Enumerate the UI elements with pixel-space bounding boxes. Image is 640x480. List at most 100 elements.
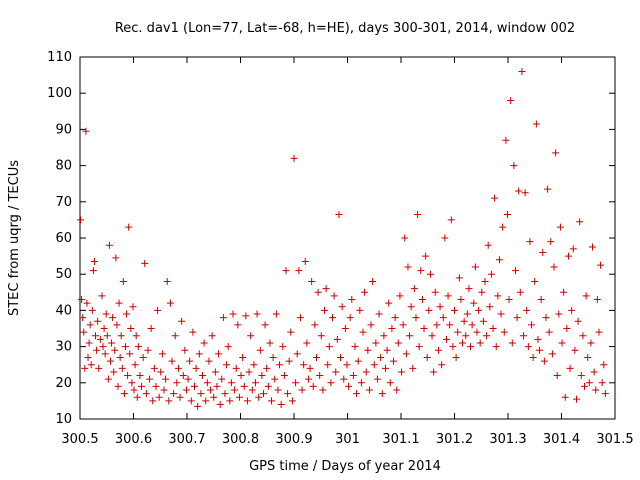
data-point — [223, 361, 231, 369]
data-point — [460, 317, 468, 325]
data-point — [577, 372, 585, 380]
data-point — [540, 357, 548, 365]
data-point — [152, 382, 160, 390]
data-point — [494, 292, 502, 300]
data-point — [398, 368, 406, 376]
y-tick-label: 20 — [55, 376, 72, 391]
data-point — [409, 364, 417, 372]
data-point — [510, 162, 518, 170]
data-point — [102, 310, 110, 318]
data-point — [117, 332, 125, 340]
data-point — [518, 67, 526, 75]
data-point — [129, 303, 137, 311]
data-point — [426, 270, 434, 278]
data-point — [584, 353, 592, 361]
data-point — [526, 238, 534, 246]
data-point — [284, 390, 292, 398]
data-point — [264, 382, 272, 390]
data-point — [242, 312, 250, 320]
data-point — [300, 361, 308, 369]
data-point — [85, 339, 93, 347]
data-point — [381, 364, 389, 372]
data-point — [309, 382, 317, 390]
data-point — [457, 296, 465, 304]
data-point — [80, 328, 88, 336]
data-point — [216, 401, 224, 409]
data-point — [463, 310, 471, 318]
data-point — [240, 382, 248, 390]
data-point — [103, 332, 111, 340]
x-tick-label: 300.7 — [168, 432, 205, 447]
data-point — [484, 241, 492, 249]
data-point — [373, 375, 381, 383]
data-point — [566, 364, 574, 372]
data-point — [428, 332, 436, 340]
data-point — [146, 375, 154, 383]
data-point — [553, 372, 561, 380]
data-point — [434, 346, 442, 354]
data-point — [595, 328, 603, 336]
data-point — [98, 292, 106, 300]
data-point — [524, 343, 532, 351]
data-point — [84, 353, 92, 361]
data-point — [471, 263, 479, 271]
data-point — [444, 292, 452, 300]
data-point — [520, 332, 528, 340]
data-point — [555, 310, 563, 318]
data-point — [365, 386, 373, 394]
data-point — [139, 353, 147, 361]
data-point — [162, 375, 170, 383]
data-point — [556, 223, 564, 231]
data-point — [451, 306, 458, 314]
data-point — [515, 187, 523, 195]
data-point — [388, 325, 396, 332]
data-point — [282, 267, 290, 275]
data-point — [171, 332, 179, 340]
data-point — [415, 343, 423, 351]
data-point — [124, 372, 132, 380]
data-point — [393, 386, 401, 394]
data-point — [125, 223, 133, 231]
x-axis-label: GPS time / Days of year 2014 — [249, 459, 441, 474]
data-point — [250, 361, 258, 369]
data-point — [229, 310, 237, 318]
data-point — [454, 328, 462, 336]
data-point — [248, 386, 256, 394]
data-point — [83, 299, 91, 307]
data-point — [94, 317, 102, 325]
data-point — [489, 325, 497, 332]
data-point — [547, 238, 555, 246]
data-point — [147, 325, 155, 332]
data-point — [182, 386, 190, 394]
data-point — [349, 372, 357, 380]
data-point — [126, 350, 134, 358]
x-axis: 300.5 300.6 300.7 300.8 300.9 301 301.1 301.2 30… — [61, 57, 634, 447]
data-point — [208, 332, 216, 340]
data-point — [133, 393, 141, 401]
data-point — [290, 154, 298, 162]
data-point — [343, 361, 351, 369]
data-point — [601, 390, 609, 398]
data-point — [306, 364, 314, 372]
data-point — [369, 277, 377, 285]
data-point — [158, 350, 166, 358]
data-point — [438, 361, 446, 369]
data-point — [470, 299, 478, 307]
data-point — [243, 397, 251, 405]
data-point — [166, 299, 174, 307]
data-point — [237, 372, 245, 380]
data-point — [436, 303, 444, 311]
data-point — [459, 339, 467, 347]
data-point — [412, 314, 420, 322]
chart-title: Rec. dav1 (Lon=77, Lat=-68, h=HE), days … — [115, 21, 575, 36]
data-point — [550, 263, 558, 271]
data-point — [247, 332, 255, 340]
data-point — [207, 386, 215, 394]
data-point — [160, 386, 168, 394]
data-point — [401, 234, 409, 242]
data-point — [319, 386, 327, 394]
data-point — [552, 149, 560, 157]
data-point — [176, 393, 184, 401]
data-point — [150, 364, 158, 372]
data-point — [581, 382, 589, 390]
